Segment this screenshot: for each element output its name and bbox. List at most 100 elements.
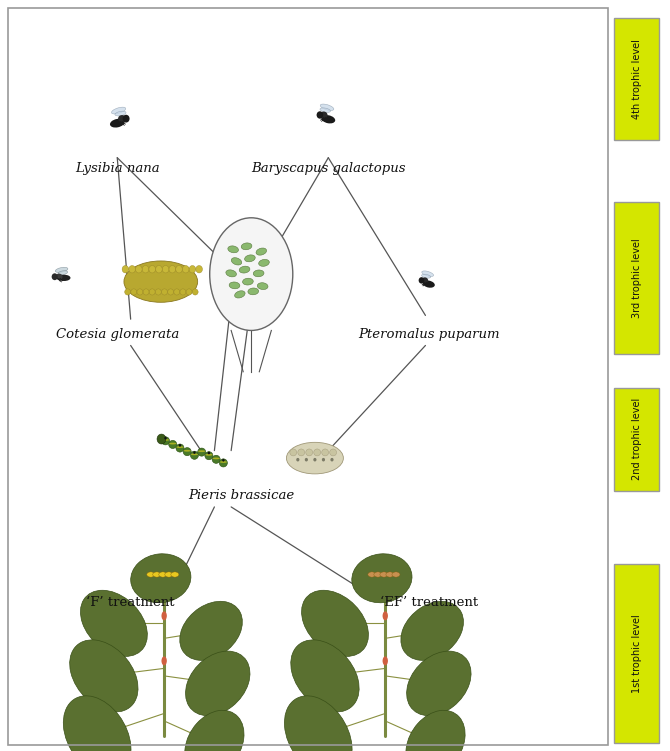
Ellipse shape	[259, 259, 269, 267]
Ellipse shape	[383, 611, 388, 620]
Text: 2nd trophic level: 2nd trophic level	[632, 398, 641, 481]
Ellipse shape	[171, 572, 179, 577]
Ellipse shape	[176, 266, 182, 273]
Circle shape	[123, 115, 129, 122]
Circle shape	[164, 437, 167, 439]
Ellipse shape	[131, 553, 191, 603]
Text: Lysibia nana: Lysibia nana	[75, 162, 159, 176]
Text: Pteromalus puparum: Pteromalus puparum	[358, 327, 500, 341]
Ellipse shape	[374, 572, 382, 577]
Ellipse shape	[383, 656, 388, 665]
Ellipse shape	[125, 289, 131, 295]
Ellipse shape	[256, 248, 267, 255]
Ellipse shape	[56, 267, 68, 273]
Ellipse shape	[183, 448, 191, 456]
Ellipse shape	[129, 266, 135, 273]
Ellipse shape	[306, 449, 313, 456]
Ellipse shape	[330, 449, 336, 456]
Ellipse shape	[168, 289, 174, 295]
Text: Pieris brassicae: Pieris brassicae	[188, 489, 294, 502]
Ellipse shape	[58, 275, 70, 281]
Circle shape	[317, 111, 323, 119]
FancyBboxPatch shape	[614, 17, 659, 140]
Ellipse shape	[149, 266, 155, 273]
Ellipse shape	[322, 449, 328, 456]
Ellipse shape	[231, 258, 242, 265]
Ellipse shape	[182, 266, 189, 273]
Ellipse shape	[169, 442, 176, 445]
Ellipse shape	[174, 289, 180, 295]
Circle shape	[208, 451, 210, 454]
Ellipse shape	[239, 266, 250, 273]
Ellipse shape	[386, 572, 394, 577]
Ellipse shape	[191, 454, 198, 455]
Ellipse shape	[407, 651, 471, 716]
Ellipse shape	[153, 572, 161, 577]
Ellipse shape	[257, 282, 268, 290]
Ellipse shape	[162, 266, 169, 273]
Ellipse shape	[234, 291, 245, 298]
Ellipse shape	[165, 572, 173, 577]
Ellipse shape	[137, 289, 143, 295]
Ellipse shape	[241, 243, 252, 250]
Ellipse shape	[196, 266, 202, 273]
Ellipse shape	[226, 270, 237, 277]
Ellipse shape	[253, 270, 264, 277]
Ellipse shape	[131, 289, 137, 295]
Ellipse shape	[210, 218, 293, 330]
Ellipse shape	[368, 572, 376, 577]
Ellipse shape	[320, 104, 334, 110]
Circle shape	[305, 458, 308, 461]
Ellipse shape	[290, 449, 297, 456]
Ellipse shape	[192, 289, 198, 295]
Circle shape	[179, 444, 181, 447]
Ellipse shape	[186, 651, 250, 716]
Ellipse shape	[229, 282, 240, 289]
FancyBboxPatch shape	[614, 201, 659, 354]
Circle shape	[322, 458, 325, 461]
Text: 1st trophic level: 1st trophic level	[632, 614, 641, 692]
Ellipse shape	[58, 271, 68, 275]
Ellipse shape	[421, 277, 428, 283]
Circle shape	[330, 458, 334, 461]
Ellipse shape	[161, 611, 167, 620]
Text: Baryscapus galactopus: Baryscapus galactopus	[251, 162, 405, 176]
Ellipse shape	[401, 602, 464, 660]
Text: ‘EF’ treatment: ‘EF’ treatment	[380, 596, 478, 609]
Ellipse shape	[219, 459, 227, 467]
Circle shape	[419, 277, 424, 284]
Ellipse shape	[169, 266, 176, 273]
Ellipse shape	[320, 108, 330, 113]
Ellipse shape	[162, 439, 169, 441]
Ellipse shape	[421, 274, 431, 278]
Ellipse shape	[155, 266, 162, 273]
Ellipse shape	[286, 442, 343, 474]
Ellipse shape	[155, 289, 161, 295]
Ellipse shape	[205, 451, 213, 460]
Text: 4th trophic level: 4th trophic level	[632, 39, 641, 119]
Ellipse shape	[56, 273, 62, 280]
Circle shape	[222, 459, 224, 462]
Ellipse shape	[70, 640, 138, 712]
Ellipse shape	[392, 572, 400, 577]
Ellipse shape	[189, 266, 196, 273]
Text: 3rd trophic level: 3rd trophic level	[632, 238, 641, 318]
Ellipse shape	[124, 261, 198, 302]
Ellipse shape	[406, 710, 465, 751]
Ellipse shape	[423, 280, 435, 288]
Ellipse shape	[135, 266, 142, 273]
Ellipse shape	[147, 572, 155, 577]
Ellipse shape	[176, 444, 184, 452]
Ellipse shape	[243, 278, 253, 285]
Ellipse shape	[161, 656, 167, 665]
Ellipse shape	[212, 455, 220, 463]
Circle shape	[52, 273, 58, 280]
Ellipse shape	[185, 710, 244, 751]
Ellipse shape	[111, 107, 126, 114]
FancyBboxPatch shape	[614, 388, 659, 491]
Ellipse shape	[142, 266, 149, 273]
Ellipse shape	[212, 457, 220, 460]
Ellipse shape	[291, 640, 359, 712]
Ellipse shape	[180, 289, 186, 295]
Ellipse shape	[198, 451, 205, 452]
